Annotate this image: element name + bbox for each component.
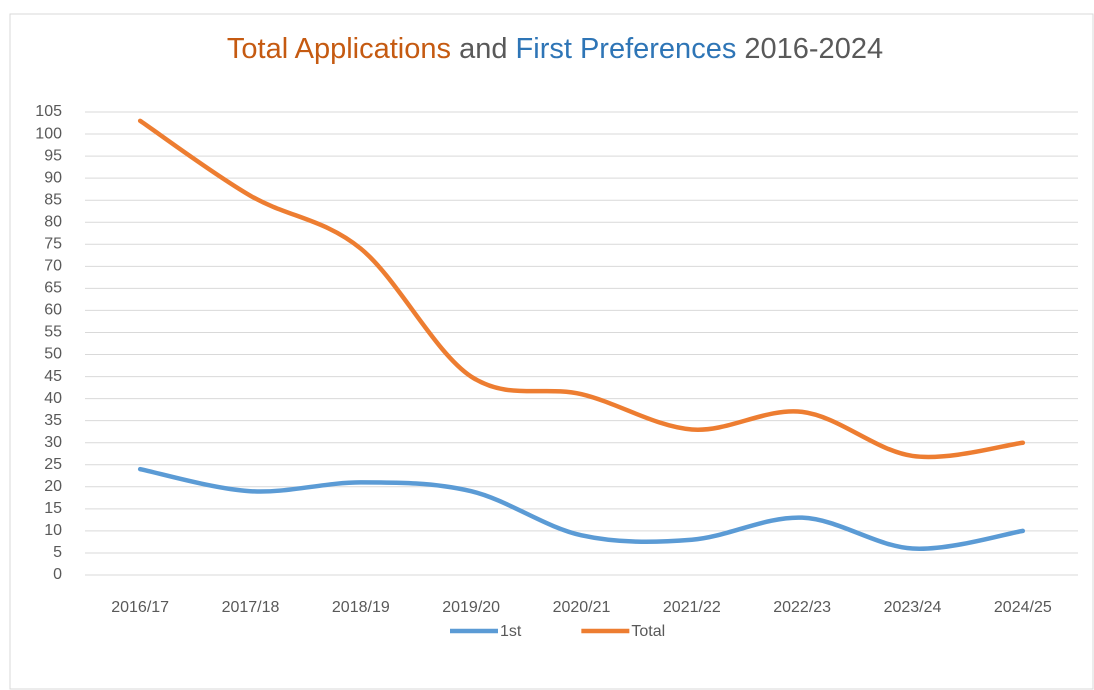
x-tick-label: 2020/21 xyxy=(553,599,611,616)
y-tick-label: 0 xyxy=(53,566,62,583)
x-tick-label: 2016/17 xyxy=(111,599,169,616)
y-tick-label: 5 xyxy=(53,544,62,561)
series-line xyxy=(137,466,1026,551)
y-tick-label: 70 xyxy=(44,258,62,275)
x-tick-label: 2019/20 xyxy=(442,599,500,616)
chart-border xyxy=(9,13,1094,690)
y-tick-label: 100 xyxy=(35,125,62,142)
y-tick-label: 80 xyxy=(44,213,62,230)
y-tick-label: 35 xyxy=(44,412,62,429)
legend-label: Total xyxy=(631,623,665,640)
y-tick-label: 90 xyxy=(44,169,62,186)
title-part: 2016-2024 xyxy=(744,33,883,65)
y-tick-label: 55 xyxy=(44,324,62,341)
y-tick-label: 25 xyxy=(44,456,62,473)
x-tick-label: 2017/18 xyxy=(222,599,280,616)
title-part: and xyxy=(459,33,507,65)
legend-label: 1st xyxy=(500,623,522,640)
x-tick-label: 2024/25 xyxy=(994,599,1052,616)
chart-title: Total Applications and First Preferences… xyxy=(227,33,883,65)
y-tick-label: 15 xyxy=(44,500,62,517)
y-tick-label: 85 xyxy=(44,191,62,208)
y-tick-label: 30 xyxy=(44,434,62,451)
y-tick-label: 75 xyxy=(44,236,62,253)
y-tick-label: 105 xyxy=(35,103,62,120)
x-tick-label: 2022/23 xyxy=(773,599,831,616)
y-tick-label: 20 xyxy=(44,478,62,495)
x-tick-label: 2021/22 xyxy=(663,599,721,616)
y-tick-label: 65 xyxy=(44,280,62,297)
y-tick-label: 45 xyxy=(44,368,62,385)
y-tick-label: 95 xyxy=(44,147,62,164)
x-tick-label: 2023/24 xyxy=(884,599,942,616)
y-tick-label: 60 xyxy=(44,302,62,319)
title-part: Total Applications xyxy=(227,33,451,65)
title-part: First Preferences xyxy=(516,33,737,65)
series-line xyxy=(137,118,1026,460)
y-tick-label: 50 xyxy=(44,346,62,363)
x-tick-label: 2018/19 xyxy=(332,599,390,616)
y-tick-label: 40 xyxy=(44,390,62,407)
y-tick-label: 10 xyxy=(44,522,62,539)
